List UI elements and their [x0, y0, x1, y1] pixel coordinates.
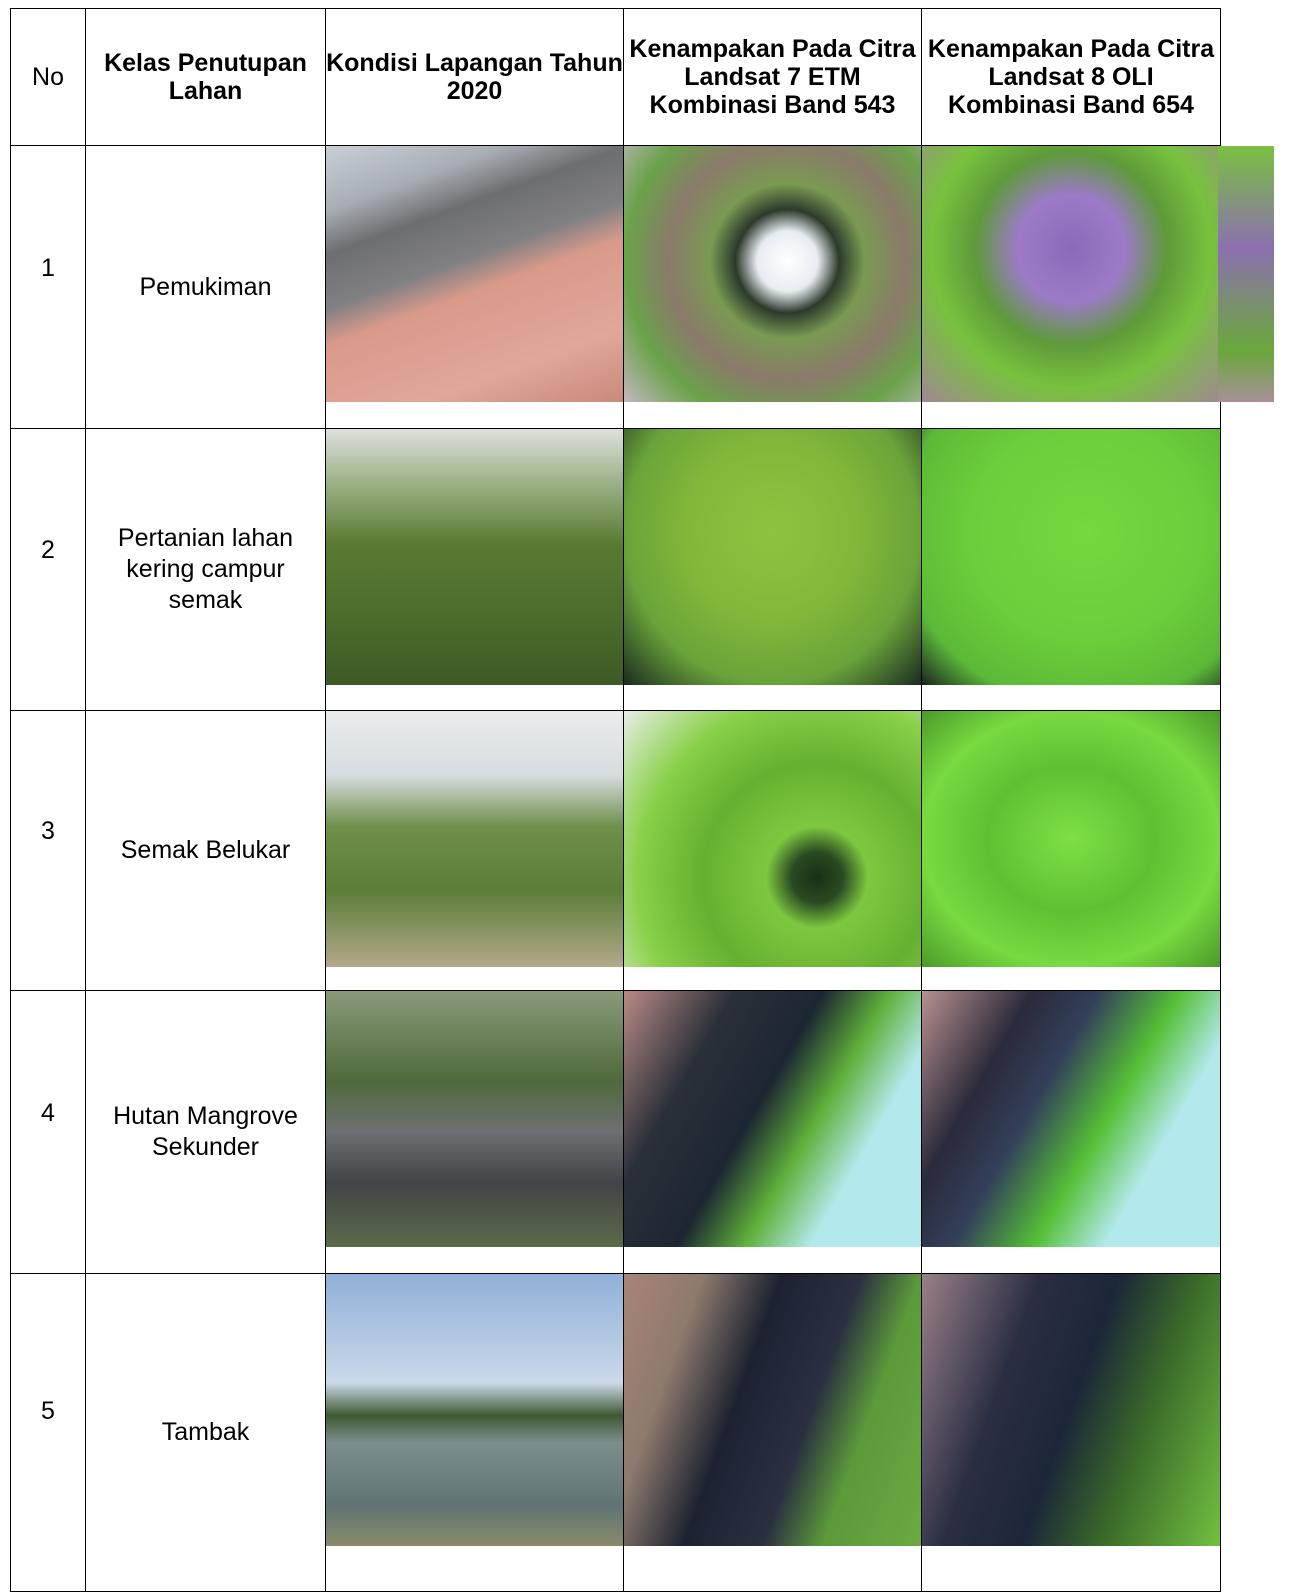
land-cover-table: No Kelas Penutupan Lahan Kondisi Lapangan … [10, 8, 1274, 1592]
etm-image-cell [623, 1273, 922, 1592]
table-body: 1 Pemukiman 2 Pertanian lahan kering campur… [10, 145, 1274, 1592]
header-cell: Kenampakan Pada Citra Landsat 7 ETM Komb… [623, 8, 922, 146]
header-cell: Kondisi Lapangan Tahun 2020 [325, 8, 624, 146]
oli-image [922, 1274, 1220, 1546]
row-number: 2 [41, 536, 55, 565]
class-cell: Hutan Mangrove Sekunder [85, 990, 326, 1274]
etm-image-cell [623, 990, 922, 1274]
oli-image-cell [921, 145, 1274, 429]
header-cell: Kenampakan Pada Citra Landsat 8 OLI Komb… [921, 8, 1221, 146]
oli-image [922, 146, 1220, 402]
etm-image-cell [623, 428, 922, 711]
class-cell: Pertanian lahan kering campur semak [85, 428, 326, 711]
row-number: 3 [41, 817, 55, 846]
field-photo-cell [325, 710, 624, 991]
oli-image-overflow [1218, 146, 1274, 402]
table-row: 3 Semak Belukar [10, 710, 1221, 991]
field-photo-cell [325, 145, 624, 429]
field-photo [326, 991, 623, 1247]
class-cell: Semak Belukar [85, 710, 326, 991]
field-photo [326, 711, 623, 967]
table-row: 4 Hutan Mangrove Sekunder [10, 990, 1221, 1274]
class-cell: Tambak [85, 1273, 326, 1592]
row-number: 4 [41, 1098, 55, 1127]
oli-image [922, 711, 1220, 967]
row-number-cell: 1 [10, 145, 86, 429]
land-cover-class: Hutan Mangrove Sekunder [113, 1102, 298, 1161]
row-number: 1 [41, 253, 55, 282]
field-photo [326, 429, 623, 685]
class-cell: Pemukiman [85, 145, 326, 429]
oli-image-cell [921, 428, 1221, 711]
oli-image [922, 991, 1220, 1247]
etm-image-cell [623, 145, 922, 429]
field-photo [326, 1274, 623, 1546]
header-row: No Kelas Penutupan Lahan Kondisi Lapangan … [10, 8, 1221, 146]
etm-image [624, 711, 921, 967]
oli-image-cell [921, 710, 1221, 991]
oli-image-cell [921, 1273, 1221, 1592]
row-number-cell: 4 [10, 990, 86, 1274]
land-cover-class: Semak Belukar [120, 836, 291, 864]
field-photo-cell [325, 990, 624, 1274]
row-number-cell: 5 [10, 1273, 86, 1592]
row-number-cell: 3 [10, 710, 86, 991]
table-row: 1 Pemukiman [10, 145, 1274, 429]
field-photo-cell [325, 428, 624, 711]
land-cover-class: Tambak [161, 1418, 250, 1446]
etm-image-cell [623, 710, 922, 991]
field-photo-cell [325, 1273, 624, 1592]
etm-image [624, 429, 921, 685]
etm-image [624, 991, 921, 1247]
table-row: 5 Tambak [10, 1273, 1221, 1592]
table-row: 2 Pertanian lahan kering campur semak [10, 428, 1221, 711]
header-cell: No [10, 8, 86, 146]
field-photo [326, 146, 623, 402]
etm-image [624, 146, 921, 402]
header-cell: Kelas Penutupan Lahan [85, 8, 326, 146]
row-number-cell: 2 [10, 428, 86, 711]
oli-image-cell [921, 990, 1221, 1274]
oli-image [922, 429, 1220, 685]
land-cover-class: Pertanian lahan kering campur semak [117, 524, 294, 614]
etm-image [624, 1274, 921, 1546]
land-cover-class: Pemukiman [139, 272, 272, 301]
row-number: 5 [41, 1396, 55, 1425]
